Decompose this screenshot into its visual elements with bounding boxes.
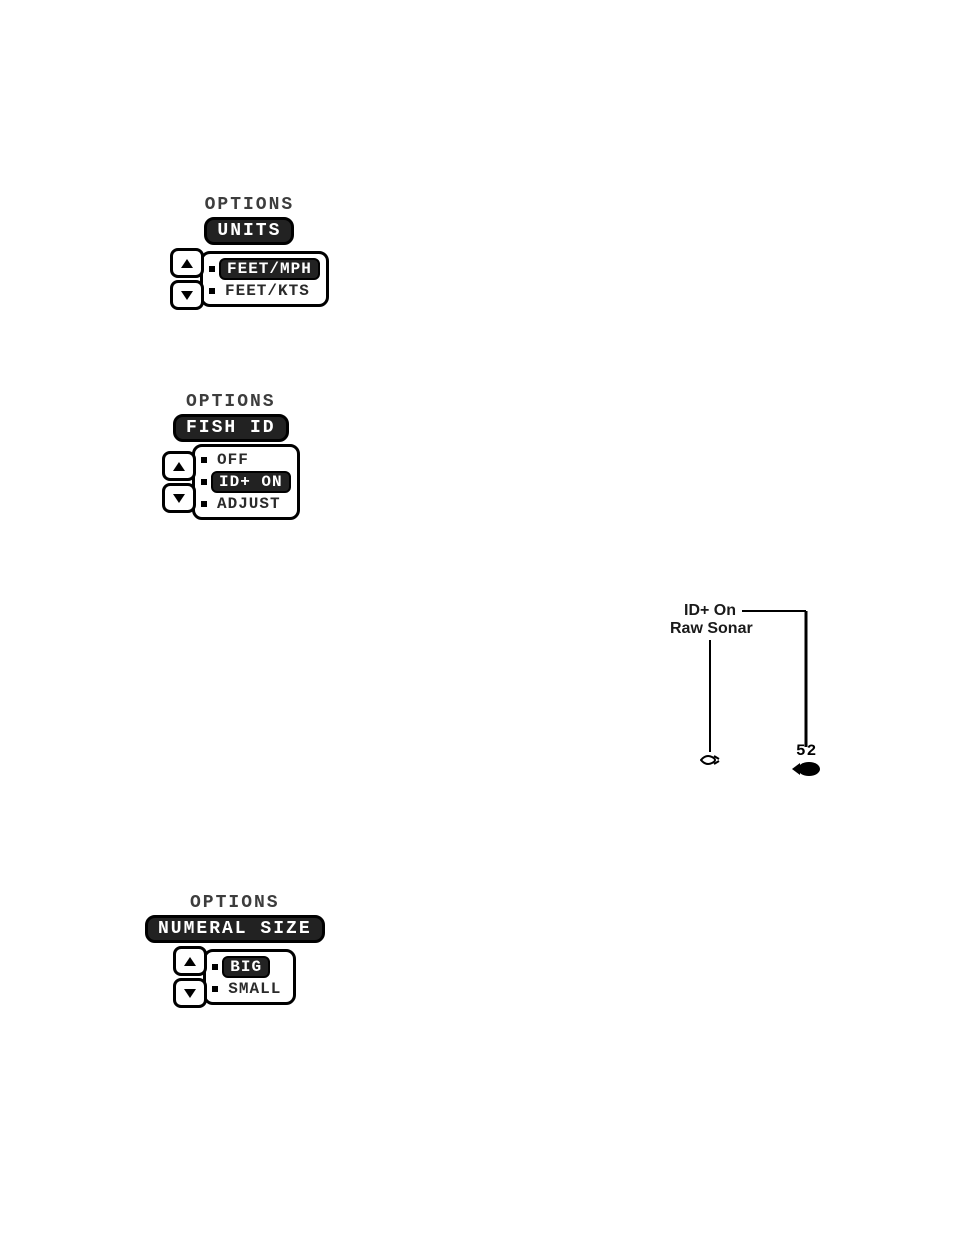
option-label: SMALL (222, 980, 287, 998)
option-label: FEET/MPH (219, 258, 320, 280)
menu-units-arrows (170, 247, 204, 311)
bullet-icon (201, 479, 207, 485)
triangle-up-icon (181, 259, 193, 268)
menu-fishid-body: OFF ID+ ON ADJUST (162, 444, 300, 520)
menu-units-title: UNITS (204, 217, 294, 245)
menu-numsize-arrows (173, 945, 207, 1009)
menu-numeral-size: OPTIONS NUMERAL SIZE BIG SMALL (145, 893, 325, 1009)
option-label: BIG (222, 956, 270, 978)
triangle-up-icon (184, 957, 196, 966)
bullet-icon (212, 986, 218, 992)
option-feet-kts[interactable]: FEET/KTS (209, 282, 320, 300)
bullet-icon (201, 457, 207, 463)
menu-numsize-title: NUMERAL SIZE (145, 915, 325, 943)
option-big[interactable]: BIG (212, 956, 287, 978)
option-off[interactable]: OFF (201, 451, 291, 469)
fish-small-icon (700, 754, 720, 766)
arrow-up-button[interactable] (162, 451, 196, 481)
sonar-callout: ID+ On Raw Sonar 52 (678, 602, 838, 802)
arrow-up-button[interactable] (170, 248, 204, 278)
option-label: ADJUST (211, 495, 287, 513)
triangle-down-icon (184, 989, 196, 998)
menu-fishid-title: FISH ID (173, 414, 289, 442)
bullet-icon (201, 501, 207, 507)
arrow-down-button[interactable] (170, 280, 204, 310)
menu-numsize-heading: OPTIONS (190, 893, 280, 913)
menu-numsize-options: BIG SMALL (203, 949, 296, 1005)
menu-numsize-body: BIG SMALL (173, 945, 296, 1009)
option-label: ID+ ON (211, 471, 291, 493)
arrow-up-button[interactable] (173, 946, 207, 976)
bullet-icon (209, 266, 215, 272)
menu-units-heading: OPTIONS (205, 195, 295, 215)
option-small[interactable]: SMALL (212, 980, 287, 998)
bullet-icon (209, 288, 215, 294)
option-adjust[interactable]: ADJUST (201, 495, 291, 513)
menu-fishid-arrows (162, 450, 196, 514)
fish-depth-value: 52 (796, 742, 817, 760)
triangle-down-icon (173, 494, 185, 503)
arrow-down-button[interactable] (162, 483, 196, 513)
triangle-down-icon (181, 291, 193, 300)
option-label: OFF (211, 451, 255, 469)
fish-large-icon (792, 760, 822, 778)
menu-units-body: FEET/MPH FEET/KTS (170, 247, 329, 311)
bullet-icon (212, 964, 218, 970)
option-id-on[interactable]: ID+ ON (201, 471, 291, 493)
menu-fishid-options: OFF ID+ ON ADJUST (192, 444, 300, 520)
option-label: FEET/KTS (219, 282, 316, 300)
menu-fish-id: OPTIONS FISH ID OFF ID+ ON ADJUST (162, 392, 300, 520)
option-feet-mph[interactable]: FEET/MPH (209, 258, 320, 280)
menu-units: OPTIONS UNITS FEET/MPH FEET/KTS (170, 195, 329, 311)
menu-units-options: FEET/MPH FEET/KTS (200, 251, 329, 307)
page-root: OPTIONS UNITS FEET/MPH FEET/KTS OPTIONS … (0, 0, 954, 1235)
menu-fishid-heading: OPTIONS (186, 392, 276, 412)
arrow-down-button[interactable] (173, 978, 207, 1008)
triangle-up-icon (173, 462, 185, 471)
